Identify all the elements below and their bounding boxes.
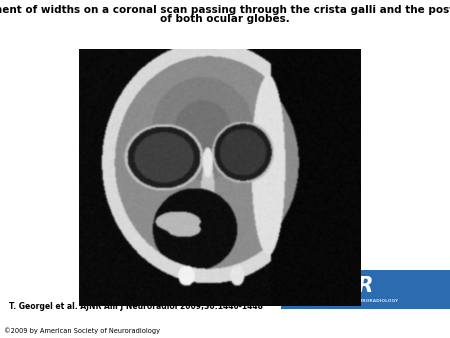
Text: A: A — [85, 209, 92, 218]
Text: T. Georgel et al. AJNR Am J Neuroradiol 2009;30:1440-1448: T. Georgel et al. AJNR Am J Neuroradiol … — [9, 303, 263, 311]
Text: Measurement of widths on a coronal scan passing through the crista galli and the: Measurement of widths on a coronal scan … — [0, 5, 450, 15]
Text: E: E — [337, 227, 343, 236]
Text: ©2009 by American Society of Neuroradiology: ©2009 by American Society of Neuroradiol… — [4, 327, 161, 334]
Text: y: y — [217, 284, 224, 292]
Text: C: C — [91, 219, 98, 228]
Text: t: t — [343, 177, 348, 186]
Text: x: x — [225, 41, 230, 50]
Text: B: B — [183, 141, 190, 150]
Text: of both ocular globes.: of both ocular globes. — [160, 14, 290, 24]
Text: O: O — [200, 217, 208, 226]
Text: AJNR: AJNR — [317, 276, 374, 296]
Text: D: D — [328, 235, 336, 244]
Text: z: z — [90, 177, 96, 186]
Text: AMERICAN JOURNAL OF NEURORADIOLOGY: AMERICAN JOURNAL OF NEURORADIOLOGY — [293, 299, 398, 303]
Bar — [281, 270, 450, 309]
